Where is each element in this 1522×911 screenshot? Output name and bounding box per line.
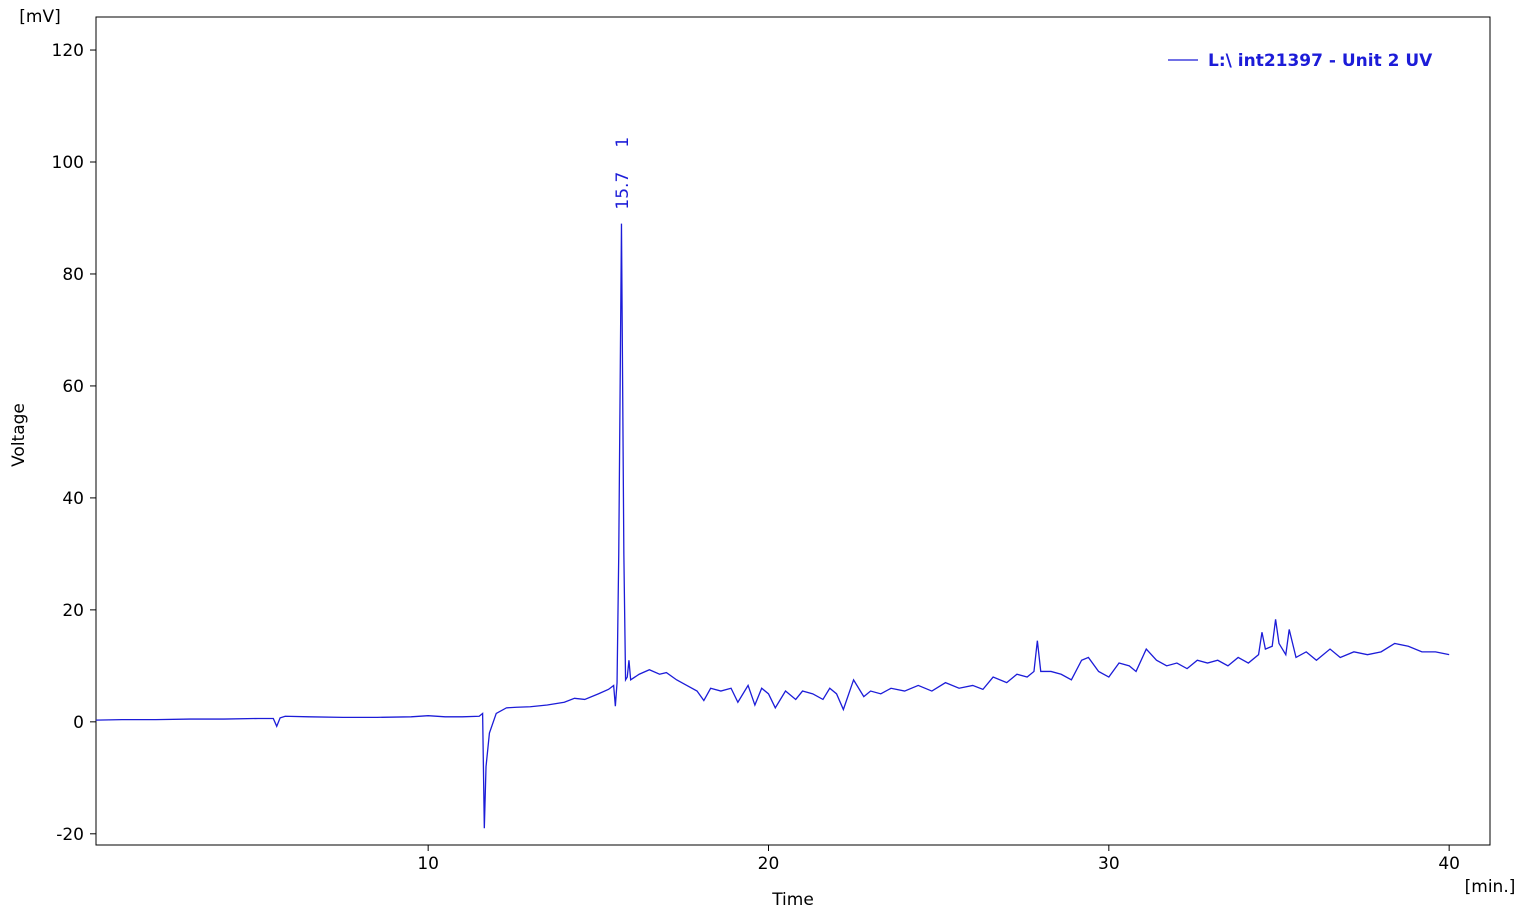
x-tick-label: 20 [758, 854, 780, 874]
y-tick-label: 0 [73, 713, 84, 733]
x-axis-label: Time [771, 890, 814, 910]
y-tick-label: 60 [62, 377, 84, 397]
peak-time: 15.7 [613, 172, 633, 210]
y-tick-label: 20 [62, 601, 84, 621]
y-tick-label: 40 [62, 489, 84, 509]
y-unit: [mV] [19, 7, 60, 27]
series-line [95, 223, 1450, 829]
plot-frame [95, 16, 1491, 846]
y-axis-label: Voltage [9, 403, 29, 467]
y-tick-label: -20 [56, 825, 84, 845]
y-tick-label: 120 [52, 41, 84, 61]
x-unit: [min.] [1465, 877, 1516, 897]
x-tick-label: 10 [417, 854, 439, 874]
x-tick-label: 40 [1438, 854, 1460, 874]
legend-label: L:\ int21397 - Unit 2 UV [1208, 51, 1433, 71]
y-tick-label: 100 [52, 153, 84, 173]
x-tick-label: 30 [1098, 854, 1120, 874]
peak-number: 1 [613, 137, 633, 148]
y-tick-label: 80 [62, 265, 84, 285]
